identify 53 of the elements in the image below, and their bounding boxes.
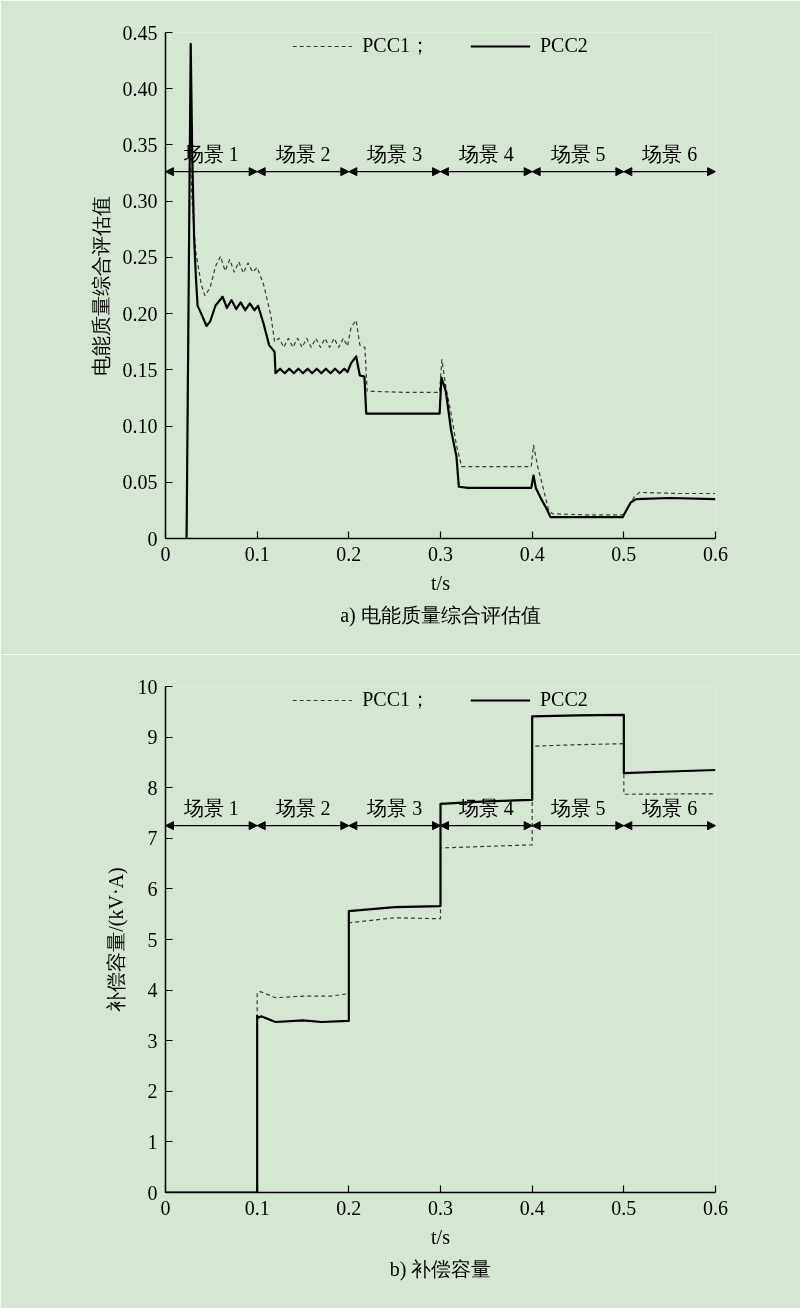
x-tick-label: 0.4 <box>519 1196 545 1219</box>
annotation: 场景 1 <box>182 796 239 819</box>
y-tick-label: 0.15 <box>122 358 158 381</box>
y-tick-label: 7 <box>147 827 158 850</box>
y-tick-label: 0 <box>147 527 158 550</box>
annotation: 场景 2 <box>274 142 331 165</box>
y-tick-label: 0 <box>147 1181 158 1204</box>
x-tick-label: 0.3 <box>428 1196 453 1219</box>
y-tick-label: 0.10 <box>122 415 158 438</box>
y-axis-title: 电能质量综合评估值 <box>89 195 112 376</box>
y-tick-label: 1 <box>147 1130 158 1153</box>
x-tick-label: 0.3 <box>428 542 453 565</box>
x-tick-label: 0.1 <box>244 1196 270 1219</box>
y-tick-label: 8 <box>147 776 158 799</box>
x-tick-label: 0.2 <box>336 1196 362 1219</box>
y-tick-label: 9 <box>147 726 158 749</box>
annotation: 场景 4 <box>457 142 514 165</box>
x-tick-label: 0.5 <box>611 542 637 565</box>
y-tick-label: 2 <box>147 1080 158 1103</box>
text: b) 补偿容量 <box>389 1257 492 1281</box>
y-tick-label: 0.05 <box>122 471 158 494</box>
y-tick-label: 0.35 <box>122 133 158 156</box>
y-tick-label: 0.45 <box>122 21 158 44</box>
annotation: 场景 3 <box>366 142 423 165</box>
legend-label: PCC2 <box>540 34 588 57</box>
legend-label: PCC2 <box>540 688 588 711</box>
annotation: 场景 3 <box>366 796 423 819</box>
text: a) 电能质量综合评估值 <box>340 603 541 627</box>
y-tick-label: 5 <box>147 928 158 951</box>
annotation: 场景 5 <box>549 142 606 165</box>
y-tick-label: 6 <box>147 877 158 900</box>
annotation: 场景 2 <box>274 796 331 819</box>
x-tick-label: 0.6 <box>703 542 728 565</box>
y-tick-label: 0.30 <box>122 190 158 213</box>
annotation: 场景 6 <box>641 142 698 165</box>
y-tick-label: 0.25 <box>122 246 158 269</box>
y-tick-label: 3 <box>147 1029 158 1052</box>
y-tick-label: 0.40 <box>122 77 158 100</box>
y-tick-label: 0.20 <box>122 302 158 325</box>
y-tick-label: 4 <box>147 979 158 1002</box>
x-tick-label: 0.2 <box>336 542 362 565</box>
legend-label: PCC1； <box>362 687 430 712</box>
annotation: 场景 5 <box>549 796 606 819</box>
y-axis-title: 补偿容量/(kV·A) <box>104 867 128 1012</box>
x-axis-title: t/s <box>431 571 451 594</box>
legend-label: PCC1； <box>362 33 430 58</box>
x-tick-label: 0.5 <box>611 1196 637 1219</box>
x-axis-title: t/s <box>431 1225 451 1248</box>
y-tick-label: 10 <box>137 675 158 698</box>
x-tick-label: 0.1 <box>244 542 270 565</box>
x-tick-label: 0.4 <box>519 542 545 565</box>
x-tick-label: 0.6 <box>703 1196 728 1219</box>
annotation: 场景 6 <box>641 796 698 819</box>
